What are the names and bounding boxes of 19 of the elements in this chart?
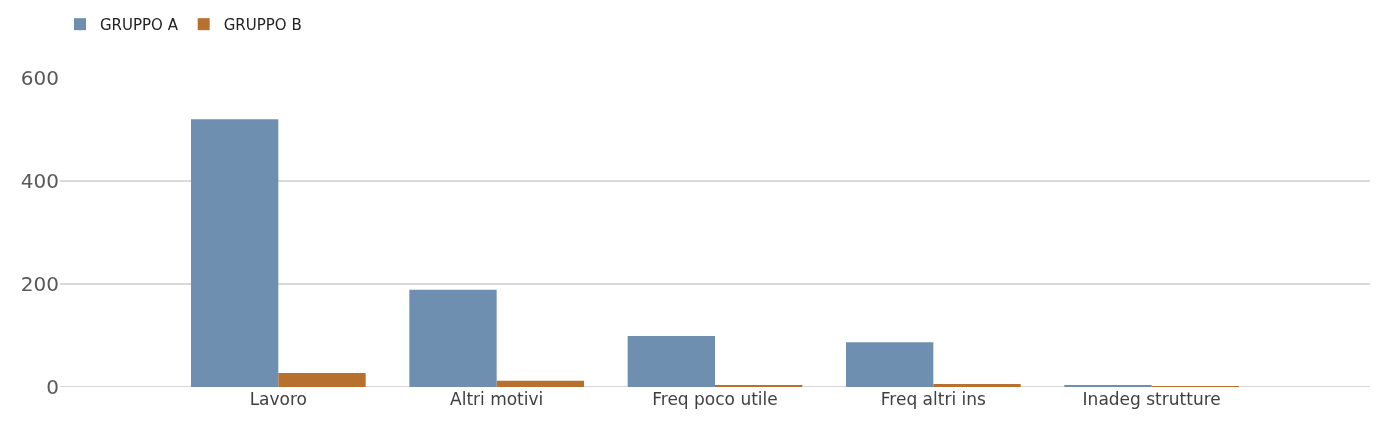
x-tick-label: Inadeg strutture (1082, 389, 1221, 409)
bar (409, 289, 497, 387)
x-tick-label: Freq altri ins (880, 389, 987, 409)
legend-label: GRUPPO A (100, 16, 179, 35)
y-tick-label: 400 (20, 169, 59, 193)
legend-label: GRUPPO B (223, 16, 302, 35)
bar (496, 380, 584, 387)
y-tick-label: 200 (20, 272, 59, 296)
bar (278, 373, 366, 387)
x-tick-label: Altri motivi (450, 389, 544, 409)
y-tick-label: 600 (20, 66, 59, 90)
bar (846, 342, 934, 387)
bar (191, 119, 279, 387)
y-tick-label: 0 (46, 375, 59, 399)
bar (1064, 384, 1152, 387)
bar (627, 336, 715, 387)
bar (933, 383, 1021, 387)
x-tick-label: Lavoro (249, 389, 308, 409)
x-tick-label: Freq poco utile (652, 389, 778, 409)
